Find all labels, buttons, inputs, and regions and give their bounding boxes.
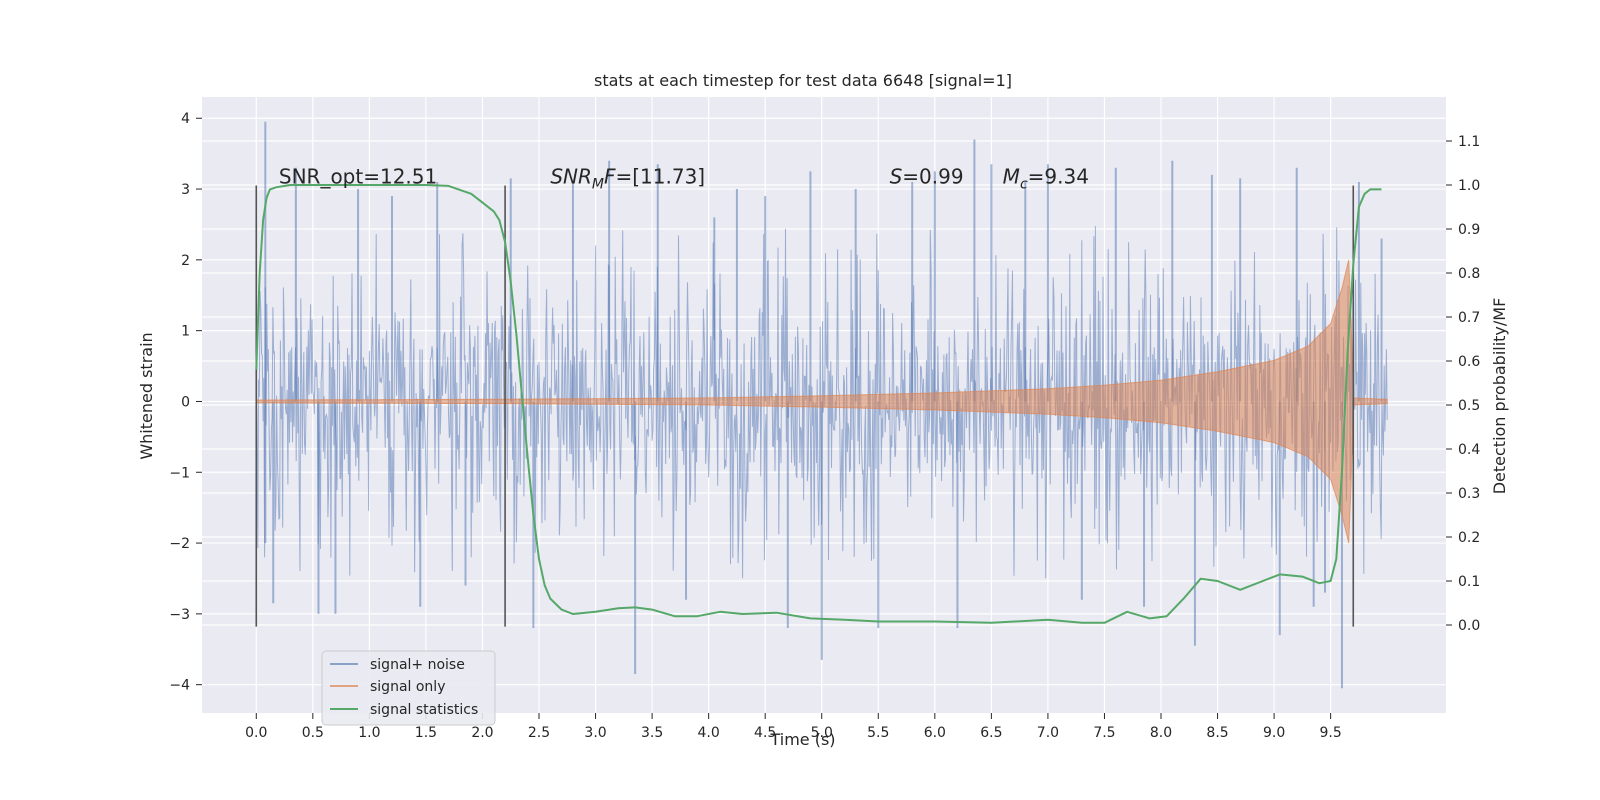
y-tick-label: 3 bbox=[181, 182, 190, 198]
x-tick-label: 0.0 bbox=[245, 725, 267, 741]
y-right-tick-label: 0.0 bbox=[1458, 618, 1480, 634]
y-tick-label: −1 bbox=[169, 465, 190, 481]
y-tick-label: −2 bbox=[169, 536, 190, 552]
y-axis-label: Whitened strain bbox=[137, 332, 156, 459]
x-tick-label: 7.5 bbox=[1093, 725, 1115, 741]
x-tick-label: 0.5 bbox=[302, 725, 324, 741]
x-tick-label: 5.5 bbox=[867, 725, 889, 741]
x-tick-label: 9.5 bbox=[1320, 725, 1342, 741]
y-right-tick-label: 0.3 bbox=[1458, 486, 1480, 502]
y-right-tick-label: 1.0 bbox=[1458, 178, 1480, 194]
signal-series bbox=[255, 259, 1388, 544]
x-tick-label: 3.0 bbox=[584, 725, 606, 741]
y-tick-label: 4 bbox=[181, 111, 190, 127]
x-tick-label: 5.0 bbox=[811, 725, 833, 741]
x-tick-label: 1.0 bbox=[358, 725, 380, 741]
chart-title: stats at each timestep for test data 664… bbox=[594, 71, 1012, 90]
x-tick-label: 8.5 bbox=[1206, 725, 1228, 741]
annotation-mc: Mc=9.34 bbox=[1003, 164, 1089, 192]
x-tick-label: 9.0 bbox=[1263, 725, 1285, 741]
y-right-tick-label: 0.9 bbox=[1458, 222, 1480, 238]
legend: signal+ noise signal only signal statist… bbox=[321, 650, 496, 726]
y-right-tick-label: 0.5 bbox=[1458, 398, 1480, 414]
annotations: SNR_opt=12.51 SNRMF=[11.73] S=0.99 Mc=9.… bbox=[279, 164, 1089, 192]
y-right-tick-label: 0.2 bbox=[1458, 530, 1480, 546]
y-right-tick-label: 0.4 bbox=[1458, 442, 1480, 458]
annotation-snr-opt: SNR_opt=12.51 bbox=[279, 164, 437, 188]
x-tick-label: 2.5 bbox=[528, 725, 550, 741]
statistics-series bbox=[255, 184, 1382, 624]
y-right-tick-label: 0.6 bbox=[1458, 354, 1480, 370]
x-tick-label: 4.0 bbox=[698, 725, 720, 741]
x-tick-label: 6.5 bbox=[980, 725, 1002, 741]
x-axis-label: Time (s) bbox=[769, 730, 835, 749]
y-tick-label: 2 bbox=[181, 253, 190, 269]
legend-label-noise: signal+ noise bbox=[370, 657, 465, 673]
x-tick-label: 1.5 bbox=[415, 725, 437, 741]
y-tick-label: −4 bbox=[169, 678, 190, 694]
x-tick-label: 6.0 bbox=[924, 725, 946, 741]
annotation-snr-mf: SNRMF=[11.73] bbox=[550, 164, 705, 192]
x-tick-label: 8.0 bbox=[1150, 725, 1172, 741]
annotation-s: S=0.99 bbox=[890, 164, 964, 188]
y-tick-label: 0 bbox=[181, 394, 190, 410]
stats-line bbox=[255, 184, 1382, 624]
legend-label-signal: signal only bbox=[370, 679, 445, 695]
x-tick-label: 7.0 bbox=[1037, 725, 1059, 741]
y-right-tick-label: 1.1 bbox=[1458, 134, 1480, 150]
y-right-tick-label: 0.1 bbox=[1458, 574, 1480, 590]
signal-envelope bbox=[255, 259, 1388, 544]
y-tick-label: −3 bbox=[169, 607, 190, 623]
x-tick-label: 4.5 bbox=[754, 725, 776, 741]
x-tick-label: 2.0 bbox=[471, 725, 493, 741]
y-right-tick-label: 0.7 bbox=[1458, 310, 1480, 326]
y-right-tick-label: 0.8 bbox=[1458, 266, 1480, 282]
x-tick-label: 3.5 bbox=[641, 725, 663, 741]
axes: 0.0 0.5 1.0 1.5 2.0 2.5 3.0 3.5 4.0 4.5 5.0 5.5 6.0 6… bbox=[169, 111, 1480, 741]
y-tick-label: 1 bbox=[181, 324, 190, 340]
legend-label-stats: signal statistics bbox=[370, 702, 478, 718]
y-right-axis-label: Detection probability/MF bbox=[1490, 298, 1509, 495]
legend-box bbox=[321, 650, 496, 726]
